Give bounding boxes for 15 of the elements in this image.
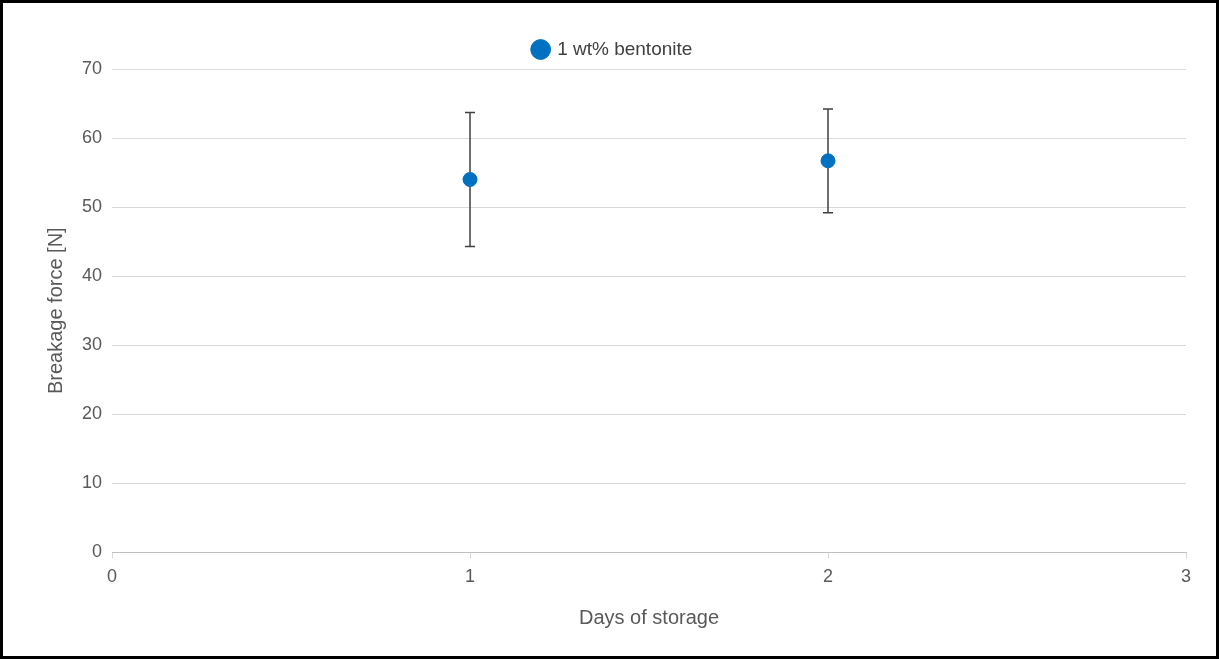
y-tick-label: 40: [81, 265, 103, 286]
x-tick-label: 1: [465, 566, 476, 587]
y-tick-label: 70: [81, 57, 103, 78]
x-tick-label: 3: [1180, 566, 1192, 587]
y-tick-label: 50: [81, 196, 103, 217]
x-axis-title: Days of storage: [578, 605, 720, 628]
y-tick-label: 10: [81, 472, 103, 493]
y-tick-label: 30: [81, 334, 103, 355]
x-tick-label: 0: [107, 566, 118, 587]
y-tick-label: 20: [81, 403, 103, 424]
legend-label: 1 wt% bentonite: [557, 37, 693, 59]
x-tick-label: 2: [823, 566, 834, 587]
y-axis-title: Breakage force [N]: [43, 227, 66, 395]
y-tick-label: 0: [92, 541, 103, 562]
y-tick-label: 60: [81, 127, 103, 148]
